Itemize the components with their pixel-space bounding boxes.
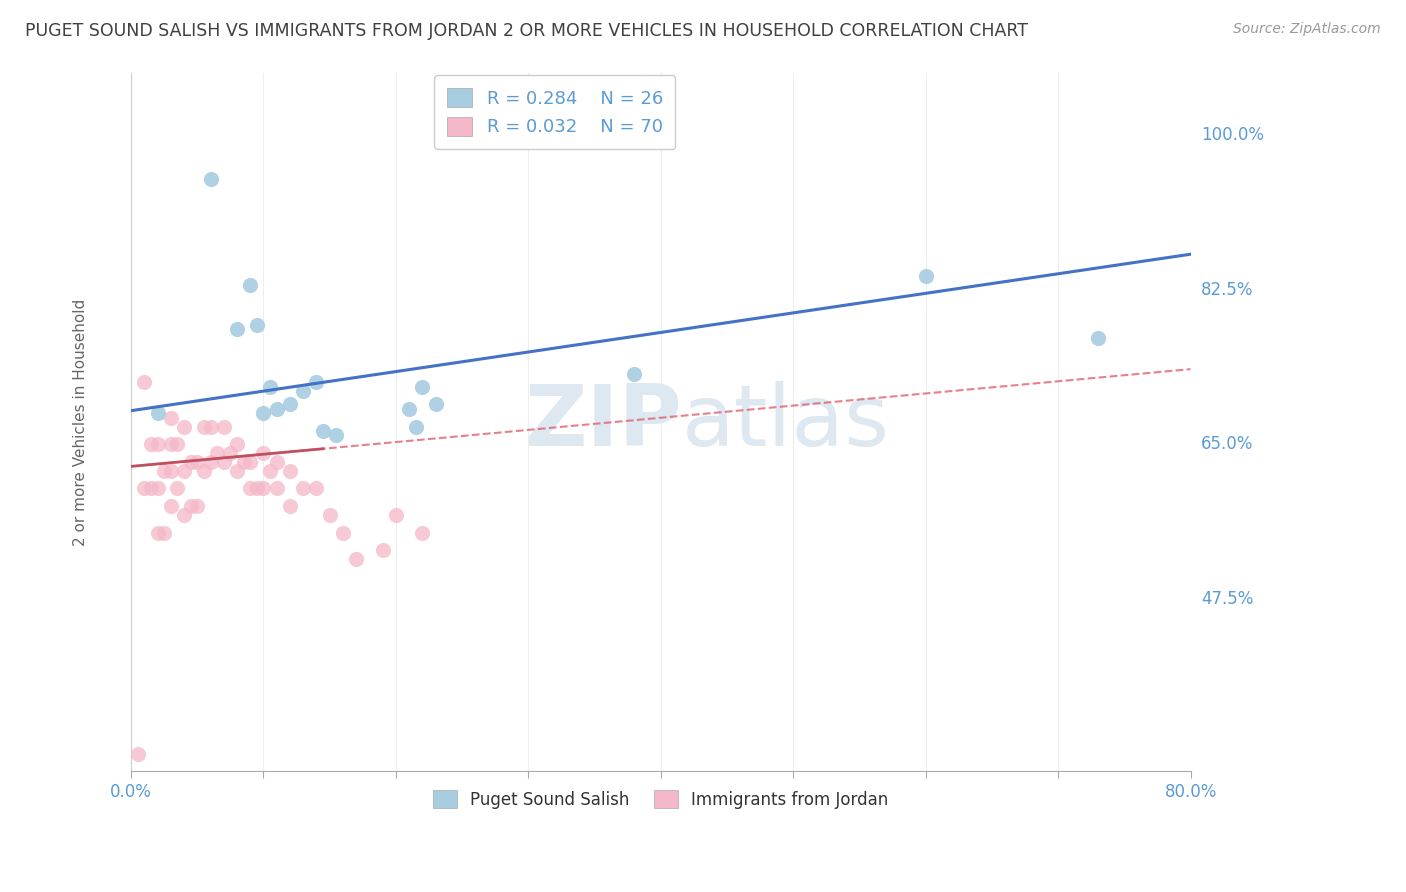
Point [180, 455, 202, 469]
Point [166, 482, 188, 496]
Point [153, 525, 176, 540]
Point [139, 482, 162, 496]
Point [385, 508, 408, 522]
Point [292, 482, 315, 496]
Point [212, 455, 235, 469]
Point [312, 424, 335, 438]
Text: 47.5%: 47.5% [1201, 590, 1254, 608]
Point [226, 437, 249, 451]
Point [266, 455, 288, 469]
Point [239, 482, 262, 496]
Point [246, 318, 269, 332]
Point [266, 401, 288, 416]
Point [180, 499, 202, 513]
Point [159, 499, 181, 513]
Point [305, 376, 328, 390]
Point [146, 406, 169, 420]
Point [425, 397, 447, 411]
Point [411, 380, 433, 394]
Text: Source: ZipAtlas.com: Source: ZipAtlas.com [1233, 22, 1381, 37]
Point [259, 380, 281, 394]
Point [371, 543, 394, 558]
Point [914, 269, 936, 284]
Point [292, 384, 315, 399]
Point [278, 397, 301, 411]
Point [173, 464, 195, 478]
Point [232, 455, 254, 469]
Point [252, 406, 274, 420]
Point [239, 278, 262, 293]
Point [278, 464, 301, 478]
Point [1087, 331, 1109, 345]
Point [200, 455, 222, 469]
Point [193, 419, 215, 434]
Point [146, 525, 169, 540]
Point [318, 508, 340, 522]
Point [134, 376, 156, 390]
Point [200, 419, 222, 434]
Point [305, 482, 328, 496]
Text: atlas: atlas [682, 381, 890, 464]
Text: PUGET SOUND SALISH VS IMMIGRANTS FROM JORDAN 2 OR MORE VEHICLES IN HOUSEHOLD COR: PUGET SOUND SALISH VS IMMIGRANTS FROM JO… [25, 22, 1028, 40]
Point [219, 446, 242, 460]
Point [226, 464, 249, 478]
Point [405, 419, 427, 434]
Point [239, 455, 262, 469]
Point [146, 482, 169, 496]
Point [193, 464, 215, 478]
Text: ZIP: ZIP [524, 381, 682, 464]
Point [332, 525, 354, 540]
Point [278, 499, 301, 513]
Point [246, 482, 269, 496]
Point [226, 322, 249, 336]
Point [411, 525, 433, 540]
Point [173, 419, 195, 434]
Text: 2 or more Vehicles in Household: 2 or more Vehicles in Household [73, 299, 87, 546]
Point [623, 367, 645, 381]
Point [139, 437, 162, 451]
Point [205, 446, 228, 460]
Point [186, 499, 208, 513]
Legend: Puget Sound Salish, Immigrants from Jordan: Puget Sound Salish, Immigrants from Jord… [426, 783, 896, 815]
Point [134, 482, 156, 496]
Point [159, 464, 181, 478]
Point [252, 446, 274, 460]
Point [212, 419, 235, 434]
Text: 100.0%: 100.0% [1201, 126, 1264, 144]
Point [159, 410, 181, 425]
Point [266, 482, 288, 496]
Point [173, 508, 195, 522]
Point [127, 747, 149, 761]
Text: 82.5%: 82.5% [1201, 281, 1254, 299]
Point [159, 437, 181, 451]
Point [166, 437, 188, 451]
Point [344, 552, 367, 566]
Point [146, 437, 169, 451]
Point [153, 464, 176, 478]
Point [259, 464, 281, 478]
Point [186, 455, 208, 469]
Point [398, 401, 420, 416]
Point [325, 428, 347, 442]
Point [252, 482, 274, 496]
Point [200, 172, 222, 186]
Text: 65.0%: 65.0% [1201, 435, 1254, 453]
